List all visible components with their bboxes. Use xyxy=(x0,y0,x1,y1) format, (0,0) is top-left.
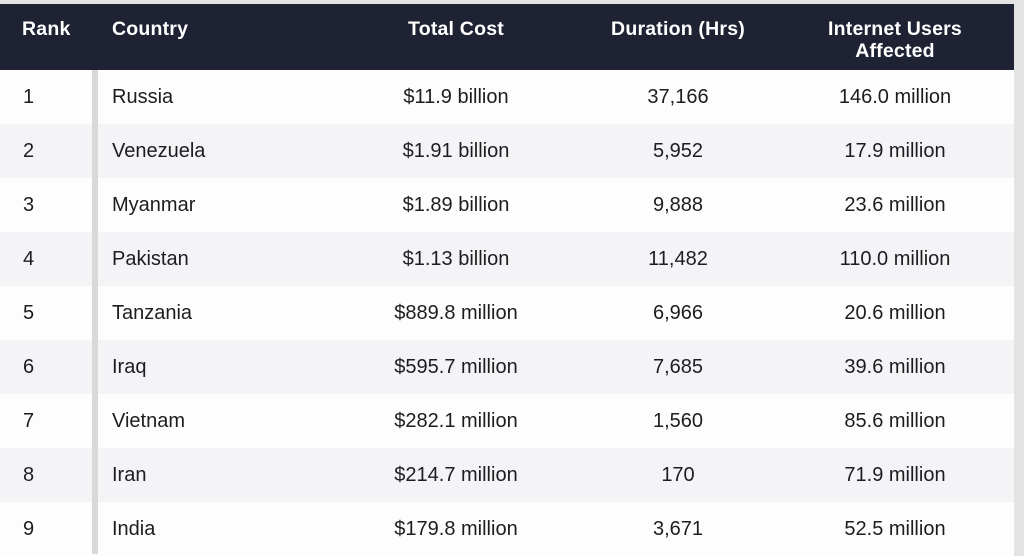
cell-duration: 6,966 xyxy=(652,301,704,324)
cell-duration: 170 xyxy=(661,463,695,486)
cell-internet-users: 85.6 million xyxy=(844,409,946,432)
table-row: 3 Myanmar $1.89 billion 9,888 23.6 milli… xyxy=(0,178,1014,232)
cell-rank: 5 xyxy=(23,301,35,324)
cell-internet-users: 110.0 million xyxy=(839,247,951,270)
cell-rank: 8 xyxy=(23,463,35,486)
cell-total-cost: $11.9 billion xyxy=(403,85,509,108)
table-row: 8 Iran $214.7 million 170 71.9 million xyxy=(0,448,1014,502)
col-header-country: Country xyxy=(112,18,189,40)
table-row: 2 Venezuela $1.91 billion 5,952 17.9 mil… xyxy=(0,124,1014,178)
cell-country: Venezuela xyxy=(112,139,206,162)
table-body: 1 Russia $11.9 billion 37,166 146.0 mill… xyxy=(0,70,1014,556)
col-header-internet-users-label: Internet Users Affected xyxy=(828,18,962,62)
cell-duration: 3,671 xyxy=(652,517,704,540)
cell-country: Iraq xyxy=(112,355,147,378)
cell-rank: 4 xyxy=(23,247,35,270)
cell-rank: 7 xyxy=(23,409,35,432)
cell-country: India xyxy=(112,517,156,540)
cell-internet-users: 23.6 million xyxy=(844,193,946,216)
col-header-internet-users: Internet Users Affected xyxy=(776,4,1014,70)
cell-total-cost: $889.8 million xyxy=(394,301,518,324)
cell-total-cost: $179.8 million xyxy=(394,517,518,540)
table-header-row: Rank Country Total Cost Duration (Hrs) I… xyxy=(0,4,1014,70)
cell-rank: 9 xyxy=(23,517,35,540)
cell-total-cost: $1.91 billion xyxy=(402,139,510,162)
cell-internet-users: 71.9 million xyxy=(844,463,946,486)
cell-duration: 7,685 xyxy=(652,355,704,378)
cell-internet-users: 146.0 million xyxy=(838,85,952,108)
cell-country: Vietnam xyxy=(112,409,186,432)
rank-column-divider xyxy=(92,70,98,554)
cell-duration: 5,952 xyxy=(652,139,704,162)
cell-duration: 37,166 xyxy=(647,85,709,108)
table-row: 9 India $179.8 million 3,671 52.5 millio… xyxy=(0,502,1014,556)
cell-country: Russia xyxy=(112,85,174,108)
cell-duration: 9,888 xyxy=(652,193,704,216)
cell-country: Myanmar xyxy=(112,193,196,216)
cell-total-cost: $282.1 million xyxy=(394,409,518,432)
cell-country: Iran xyxy=(112,463,147,486)
cell-total-cost: $595.7 million xyxy=(394,355,518,378)
cell-rank: 1 xyxy=(23,85,35,108)
col-header-rank: Rank xyxy=(22,18,71,40)
cell-internet-users: 17.9 million xyxy=(844,139,946,162)
cell-rank: 3 xyxy=(23,193,35,216)
cell-total-cost: $214.7 million xyxy=(394,463,518,486)
col-header-duration: Duration (Hrs) xyxy=(611,18,745,40)
table-row: 1 Russia $11.9 billion 37,166 146.0 mill… xyxy=(0,70,1014,124)
cell-country: Pakistan xyxy=(112,247,189,270)
table-row: 5 Tanzania $889.8 million 6,966 20.6 mil… xyxy=(0,286,1014,340)
cell-duration: 1,560 xyxy=(652,409,704,432)
internet-shutdown-cost-table: Rank Country Total Cost Duration (Hrs) I… xyxy=(0,4,1014,556)
cell-rank: 2 xyxy=(23,139,35,162)
cell-internet-users: 20.6 million xyxy=(844,301,946,324)
col-header-total-cost: Total Cost xyxy=(408,18,504,40)
cell-internet-users: 39.6 million xyxy=(844,355,946,378)
table-row: 4 Pakistan $1.13 billion 11,482 110.0 mi… xyxy=(0,232,1014,286)
cell-total-cost: $1.89 billion xyxy=(402,193,510,216)
cell-duration: 11,482 xyxy=(648,247,708,270)
table-row: 7 Vietnam $282.1 million 1,560 85.6 mill… xyxy=(0,394,1014,448)
cell-total-cost: $1.13 billion xyxy=(402,247,510,270)
cell-internet-users: 52.5 million xyxy=(844,517,946,540)
cell-country: Tanzania xyxy=(112,301,193,324)
table-row: 6 Iraq $595.7 million 7,685 39.6 million xyxy=(0,340,1014,394)
cell-rank: 6 xyxy=(23,355,35,378)
